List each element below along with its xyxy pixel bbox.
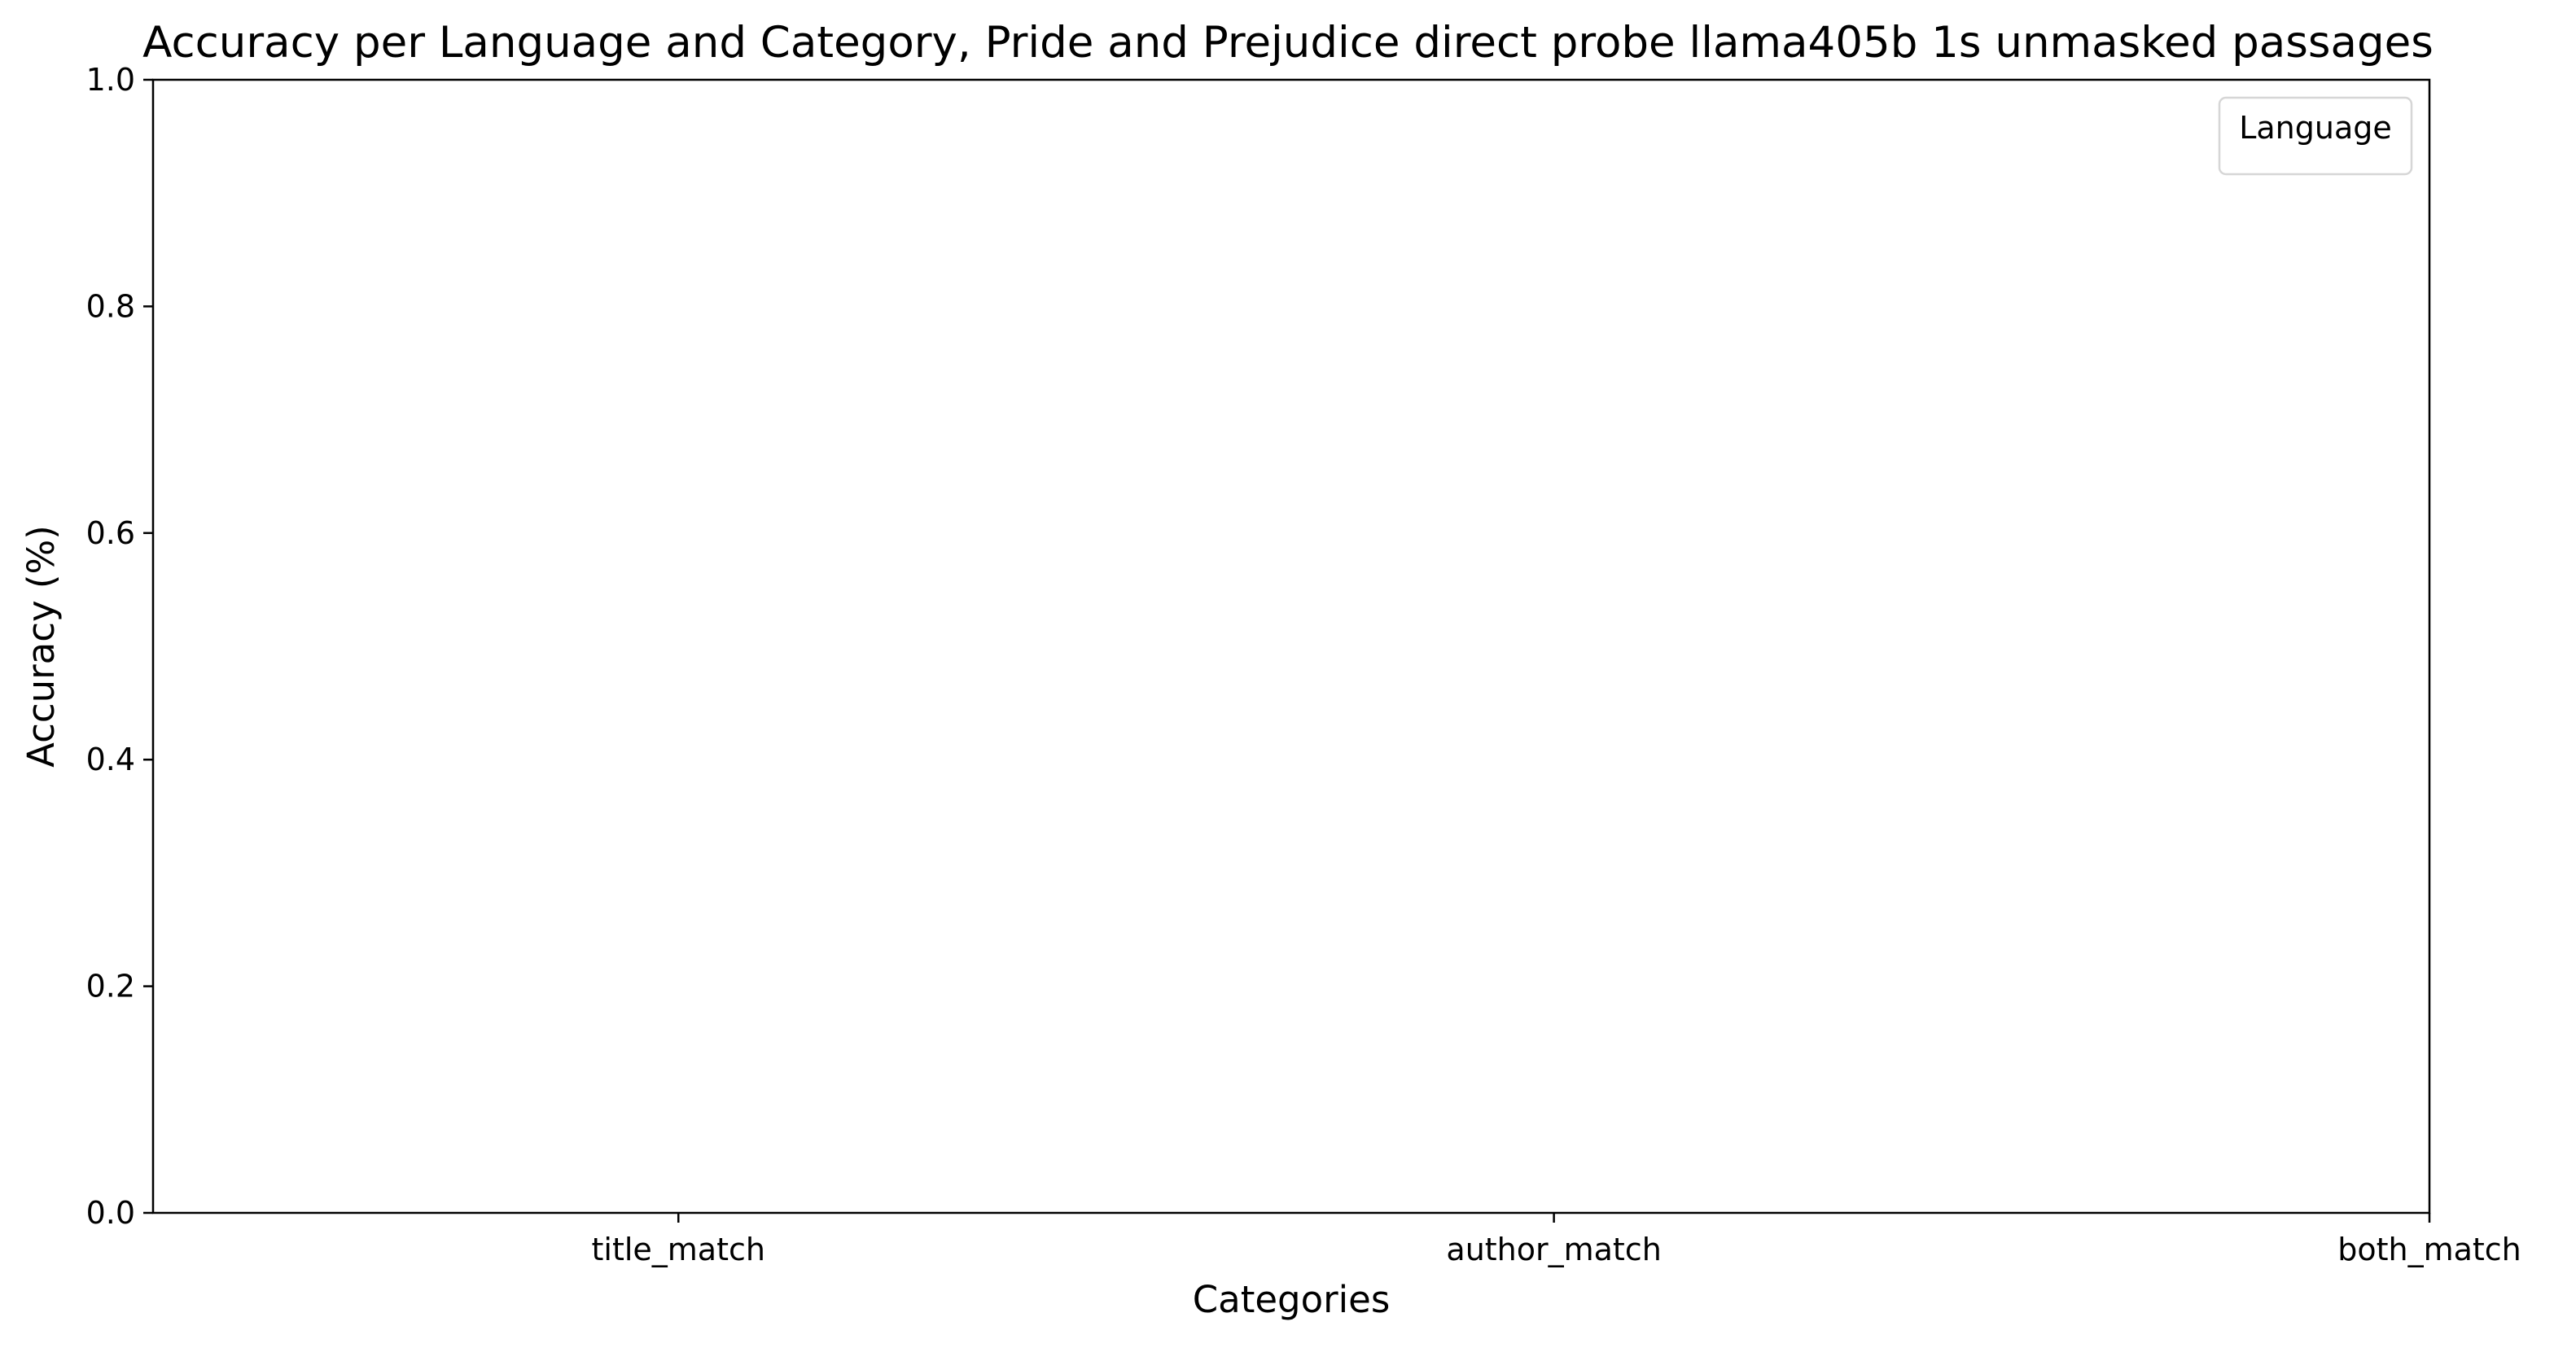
plot-frame: [151, 78, 2431, 1215]
x-tick-label: both_match: [2337, 1232, 2521, 1267]
y-tick-label: 0.4: [86, 742, 135, 777]
legend-box: [2218, 96, 2413, 176]
y-axis: 0.0 0.2 0.4 0.6 0.8 1.0: [86, 62, 153, 1231]
y-tick-label: 1.0: [86, 62, 135, 98]
legend: Language: [2218, 96, 2413, 176]
plot-area: [151, 78, 2431, 1215]
y-tick-label: 0.6: [86, 515, 135, 551]
x-axis: title_match author_match both_match: [591, 1213, 2521, 1267]
y-tick-label: 0.0: [86, 1195, 135, 1231]
y-tick-label: 0.2: [86, 969, 135, 1004]
plot-background: [153, 80, 2429, 1213]
legend-title: Language: [2239, 110, 2392, 146]
x-tick-label: author_match: [1446, 1232, 1661, 1267]
x-tick-label: title_match: [591, 1232, 764, 1267]
y-tick-label: 0.8: [86, 288, 135, 324]
y-axis-label: Accuracy (%): [20, 525, 63, 768]
x-axis-label: Categories: [1193, 1278, 1391, 1321]
chart-title: Accuracy per Language and Category, Prid…: [142, 18, 2434, 68]
